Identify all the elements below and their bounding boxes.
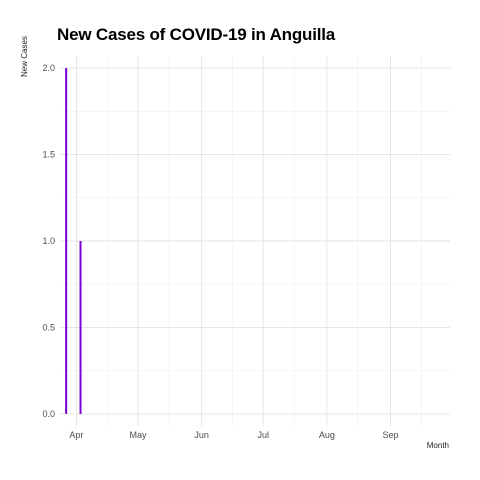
y-tick-label: 1.0 <box>42 236 55 246</box>
bar <box>65 68 68 414</box>
x-tick-label: Apr <box>69 430 83 440</box>
x-tick-label: May <box>129 430 147 440</box>
x-tick-label: Sep <box>382 430 398 440</box>
x-tick-label: Jun <box>194 430 209 440</box>
y-tick-label: 0.0 <box>42 409 55 419</box>
bar <box>79 241 82 414</box>
x-axis-title: Month <box>426 441 449 450</box>
y-tick-label: 1.5 <box>42 150 55 160</box>
y-tick-label: 2.0 <box>42 63 55 73</box>
chart-title: New Cases of COVID-19 in Anguilla <box>57 25 336 44</box>
x-tick-label: Jul <box>257 430 269 440</box>
y-tick-label: 0.5 <box>42 322 55 332</box>
x-tick-label: Aug <box>319 430 335 440</box>
